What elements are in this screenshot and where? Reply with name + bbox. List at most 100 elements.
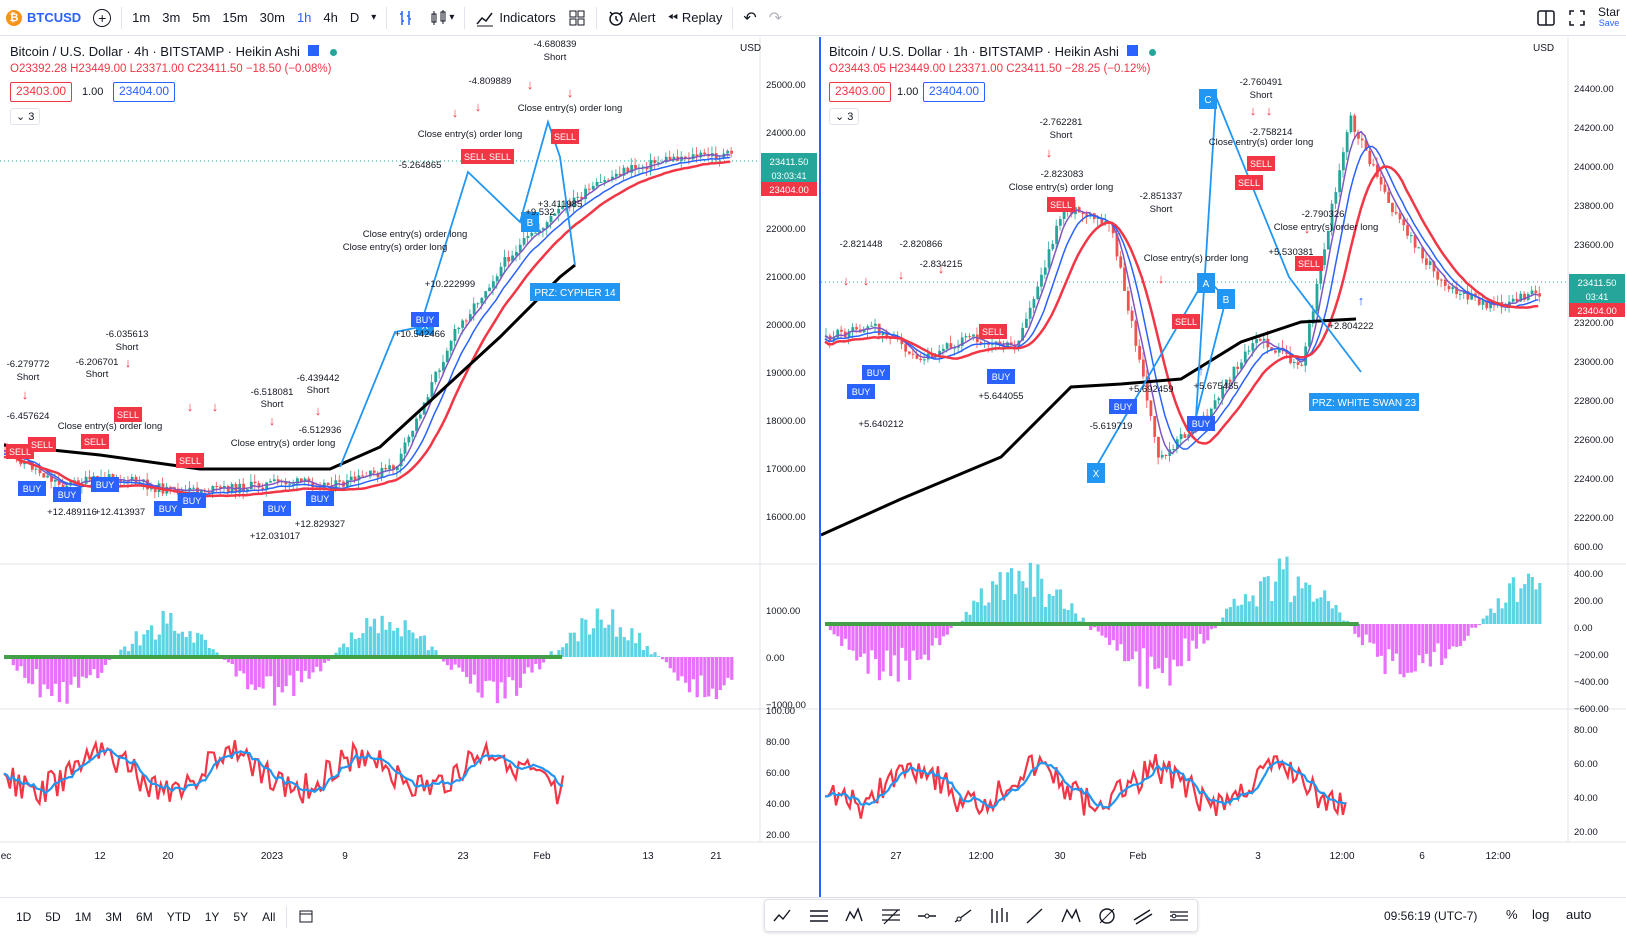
indicator-toggle[interactable]: ⌄ 3	[829, 108, 860, 125]
macd-histogram-bar	[349, 632, 354, 657]
macd-histogram-bar	[465, 657, 469, 678]
log-scale-toggle[interactable]: log	[1532, 907, 1550, 922]
candle-body	[430, 382, 434, 398]
fullscreen-button[interactable]	[1562, 0, 1592, 36]
range-3m[interactable]: 3M	[105, 910, 123, 924]
ray-icon[interactable]	[951, 904, 975, 928]
auto-scale-toggle[interactable]: auto	[1566, 907, 1592, 922]
candle-body	[491, 281, 495, 288]
candle-body	[1123, 267, 1126, 291]
candle-body	[847, 331, 851, 338]
interval-1h[interactable]: 1h	[296, 10, 312, 25]
undo-button[interactable]: ↶	[737, 0, 762, 36]
candle-body	[938, 350, 941, 356]
interval-3m[interactable]: 3m	[162, 10, 181, 25]
replay-button[interactable]: ⏪︎ Replay	[661, 0, 728, 36]
prz-badge[interactable]	[1309, 393, 1419, 411]
lines-icon[interactable]	[807, 904, 831, 928]
templates-button[interactable]	[562, 0, 592, 36]
prz-badge[interactable]	[530, 283, 620, 301]
percent-scale-toggle[interactable]: %	[1506, 907, 1518, 922]
candle-body	[1160, 454, 1164, 458]
interval-1m[interactable]: 1m	[132, 10, 151, 25]
signal-tag-label: BUY	[268, 504, 287, 514]
range-1y[interactable]: 1Y	[204, 910, 220, 924]
bars-icon	[400, 10, 412, 25]
candle-body	[1421, 247, 1425, 259]
chart-pane-left[interactable]: 25000.0024000.0023000.0022000.0021000.00…	[0, 37, 818, 897]
macd-histogram-bar	[234, 657, 238, 677]
macd-histogram-bar	[253, 657, 257, 691]
horizontal-line-icon[interactable]	[915, 904, 939, 928]
alert-button[interactable]: Alert	[601, 0, 662, 36]
range-1m[interactable]: 1M	[74, 910, 92, 924]
currency-label[interactable]: USD	[740, 43, 762, 54]
candle-body	[426, 397, 430, 403]
chart-type-button[interactable]: ▾	[423, 0, 460, 36]
pattern-icon[interactable]	[843, 904, 867, 928]
macd-histogram-bar	[1051, 595, 1055, 624]
regression-icon[interactable]	[1167, 904, 1191, 928]
interval-5m[interactable]: 5m	[192, 10, 211, 25]
range-all[interactable]: All	[262, 910, 276, 924]
price-tick-label: 23200.00	[1574, 318, 1614, 329]
save-button[interactable]: Star Save	[1592, 0, 1626, 36]
macd-histogram-bar	[1221, 617, 1225, 624]
buy-button[interactable]: 23404.00	[923, 82, 986, 102]
interval-4h[interactable]: 4h	[323, 10, 338, 25]
symbol-search[interactable]: ₿ BTCUSD	[0, 0, 87, 36]
range-6m[interactable]: 6M	[136, 910, 153, 924]
layout-button[interactable]	[1530, 0, 1562, 36]
bitcoin-icon: ₿	[6, 9, 22, 26]
macd-histogram-bar	[588, 634, 592, 657]
macd-histogram-bar	[507, 657, 511, 678]
macd-histogram-bar	[1526, 573, 1531, 624]
range-1d[interactable]: 1D	[16, 910, 32, 924]
sell-button[interactable]: 23403.00	[10, 82, 73, 102]
goto-date-button[interactable]	[291, 908, 321, 927]
interval-d[interactable]: D	[349, 10, 360, 25]
trade-annotation: +12.489116	[47, 507, 97, 518]
candle-body	[369, 470, 372, 477]
macd-histogram-bar	[866, 624, 870, 674]
indicator-toggle[interactable]: ⌄ 3	[10, 108, 41, 125]
chart-pane-right[interactable]: 24400.00 24200.00 24000.00 23800.00 23600.00…	[819, 37, 1626, 897]
candle-body	[1028, 307, 1032, 319]
compare-button[interactable]: +	[87, 0, 117, 36]
bars-pattern-icon[interactable]	[987, 904, 1011, 928]
candle-body	[1032, 299, 1036, 308]
indicators-button[interactable]: Indicators	[469, 0, 561, 36]
candle-body	[1357, 131, 1360, 139]
gann-icon[interactable]	[1095, 904, 1119, 928]
currency-label[interactable]: USD	[1533, 43, 1555, 54]
parallel-channel-icon[interactable]	[1131, 904, 1155, 928]
macd-histogram-bar	[288, 657, 292, 676]
trend-icon[interactable]	[771, 904, 795, 928]
candle-body	[832, 337, 836, 341]
range-5y[interactable]: 5Y	[233, 910, 249, 924]
interval-15m[interactable]: 15m	[222, 10, 248, 25]
redo-button[interactable]: ↷	[763, 0, 788, 36]
macd-histogram-bar	[434, 650, 438, 657]
fullscreen-icon	[1569, 9, 1585, 26]
fib-icon[interactable]	[879, 904, 903, 928]
buy-button[interactable]: 23404.00	[113, 82, 176, 102]
macd-histogram-bar	[896, 624, 900, 682]
range-ytd[interactable]: YTD	[166, 910, 191, 924]
macd-histogram-bar	[303, 657, 307, 671]
brush-icon[interactable]	[1023, 904, 1047, 928]
chart-canvas-left[interactable]: 25000.0024000.0023000.0022000.0021000.00…	[0, 37, 818, 897]
macd-histogram-bar	[622, 636, 626, 657]
candle-body	[123, 480, 126, 482]
quantity[interactable]: 1.00	[897, 86, 919, 98]
bar-style-button[interactable]	[391, 0, 423, 36]
interval-30m[interactable]: 30m	[259, 10, 285, 25]
chart-canvas-right[interactable]: 24400.00 24200.00 24000.00 23800.00 23600.00…	[821, 37, 1626, 897]
quantity[interactable]: 1.00	[82, 86, 104, 98]
signal-tag-label: SELL	[1250, 159, 1272, 169]
interval-dropdown[interactable]: ▾	[365, 0, 382, 36]
sell-button[interactable]: 23403.00	[829, 82, 892, 102]
clock-readout[interactable]: 09:56:19 (UTC-7)	[1384, 909, 1478, 923]
range-5d[interactable]: 5D	[45, 910, 61, 924]
xabcd-icon[interactable]	[1059, 904, 1083, 928]
